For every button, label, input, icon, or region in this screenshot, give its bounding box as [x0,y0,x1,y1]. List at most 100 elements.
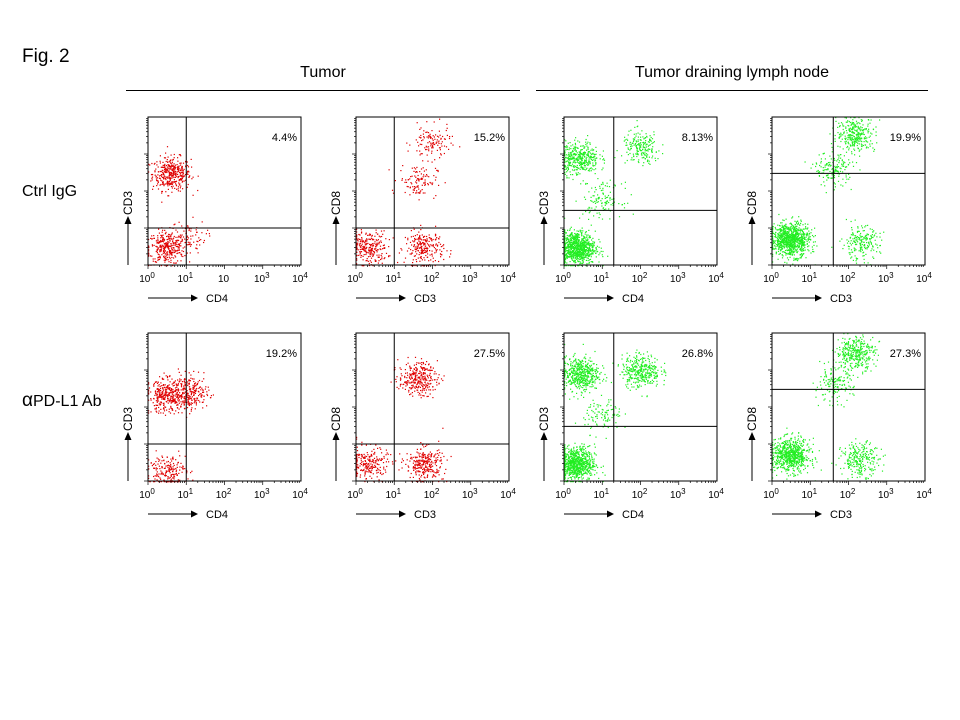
data-point [838,175,840,177]
data-point [833,182,835,184]
data-point [410,230,412,232]
data-point [177,252,179,254]
data-point [838,157,840,159]
data-point [784,233,786,235]
data-point [573,248,576,250]
data-point [564,239,566,242]
data-point [845,182,847,184]
data-point [792,226,795,228]
data-point [410,176,412,178]
data-point [649,139,651,142]
x-tick-base: 10 [593,274,605,285]
data-point [413,189,415,191]
data-point [586,240,588,242]
data-point [435,249,437,251]
data-point [173,157,175,159]
data-point [422,192,424,194]
data-point [808,230,810,232]
data-point [412,262,414,264]
data-point [853,117,855,119]
data-point [569,246,571,248]
data-point [588,254,590,256]
data-point [196,240,198,242]
data-point [649,163,651,165]
data-point [788,244,790,246]
data-point [870,243,873,245]
data-point [163,259,165,261]
data-point [569,235,571,237]
data-point [187,225,189,227]
data-point [813,236,815,238]
data-point [157,188,160,190]
data-point [381,258,383,260]
data-point [581,158,583,160]
data-point [642,146,644,148]
data-point [829,133,831,135]
data-point [845,137,847,139]
data-point [825,192,827,194]
data-point [432,245,434,247]
data-point [597,265,599,267]
data-point [648,148,650,150]
data-point [430,244,432,246]
data-point [169,161,171,163]
data-point [369,234,371,236]
x-tick-label: 101 [593,271,609,285]
data-point [795,234,797,236]
data-point [642,151,644,154]
data-point [847,141,849,143]
data-point [573,165,575,168]
data-point [209,235,211,237]
data-point [779,237,781,239]
data-point [597,178,599,180]
data-point [785,254,787,256]
data-point [571,169,574,171]
data-point [161,190,163,193]
data-point [854,154,856,156]
data-point [166,265,169,267]
data-point [623,203,626,205]
data-point [175,184,177,186]
data-point [201,221,203,223]
data-point [590,200,592,202]
data-point [416,122,418,124]
data-point [874,234,876,236]
data-point [170,252,172,255]
data-point [428,148,430,150]
data-point [440,154,442,156]
scatter-points [564,120,664,267]
data-point [164,246,166,248]
data-point [592,162,594,164]
data-point [803,237,805,239]
data-point [179,245,181,247]
data-point [364,242,366,244]
data-point [851,136,853,138]
data-point [848,137,850,139]
data-point [593,157,595,159]
data-point [577,147,579,149]
data-point [869,238,871,240]
scatter-points [772,117,885,266]
data-point [584,242,586,244]
data-point [369,260,371,262]
data-point [854,241,857,244]
data-point [803,244,805,246]
data-point [190,228,192,230]
data-point [576,250,578,252]
data-point [848,246,850,248]
data-point [578,260,580,262]
data-point [165,244,167,246]
data-point [852,138,854,140]
data-point [589,258,592,260]
data-point [565,265,567,267]
data-point [175,241,177,243]
data-point [857,230,859,232]
data-point [801,229,803,231]
data-point [570,148,572,150]
data-point [790,243,792,245]
data-point [432,146,434,148]
data-point [360,239,362,241]
data-point [781,242,783,244]
data-point [564,261,566,263]
data-point [594,208,596,210]
